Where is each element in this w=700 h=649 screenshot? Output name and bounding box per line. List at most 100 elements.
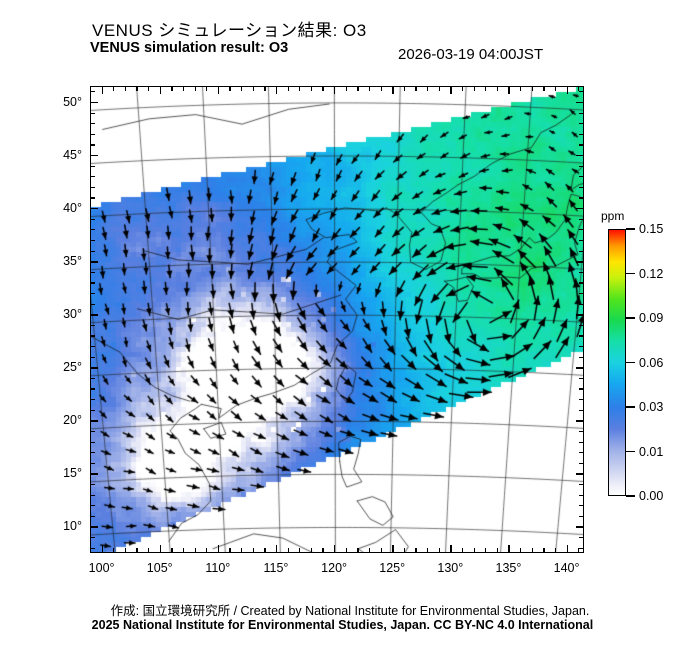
page-title-english: VENUS simulation result: O3: [90, 40, 289, 56]
x-minor-tick: [543, 548, 545, 552]
y-minor-tick: [91, 186, 95, 189]
x-minor-tick-top: [136, 87, 138, 91]
y-minor-tick-right: [579, 91, 583, 93]
license-line: © 2025 National Institute for Environmen…: [88, 618, 700, 632]
x-minor-tick: [345, 548, 347, 552]
y-major-tick: [91, 101, 98, 104]
x-minor-tick-top: [578, 87, 580, 91]
x-minor-tick-top: [148, 87, 150, 91]
x-minor-tick-top: [485, 87, 487, 91]
x-minor-tick: [194, 548, 196, 552]
longitude-label: 115°: [263, 561, 289, 575]
x-major-tick: [217, 545, 220, 552]
x-major-tick-top: [334, 87, 336, 94]
x-minor-tick-top: [461, 87, 464, 91]
y-minor-tick: [91, 239, 95, 242]
y-minor-tick: [91, 123, 95, 125]
x-major-tick: [566, 545, 568, 552]
y-minor-tick: [91, 494, 95, 496]
y-major-tick: [91, 420, 98, 422]
x-minor-tick-top: [90, 87, 92, 91]
y-major-tick: [91, 314, 98, 316]
x-minor-tick: [206, 548, 208, 552]
y-major-tick-right: [576, 420, 583, 422]
x-major-tick-top: [450, 87, 452, 94]
x-minor-tick: [554, 548, 557, 552]
y-minor-tick-right: [579, 335, 583, 337]
x-major-tick: [275, 545, 278, 552]
x-major-tick: [159, 545, 162, 552]
y-minor-tick-right: [579, 462, 583, 464]
y-minor-tick-right: [579, 144, 583, 146]
x-minor-tick: [252, 548, 254, 552]
y-minor-tick-right: [579, 430, 583, 433]
x-minor-tick-top: [182, 87, 185, 91]
y-major-tick: [91, 261, 98, 263]
x-major-tick-top: [159, 87, 162, 94]
x-minor-tick-top: [264, 87, 266, 91]
x-minor-tick: [287, 548, 289, 552]
y-minor-tick: [91, 505, 95, 507]
y-minor-tick: [91, 484, 95, 486]
x-minor-tick: [299, 548, 301, 552]
colorbar-tick: [626, 361, 635, 364]
colorbar-tick-label: 0.15: [639, 222, 664, 236]
y-major-tick-right: [576, 314, 583, 316]
valid-time-label: 2026-03-19 04:00JST: [398, 46, 544, 63]
x-minor-tick-top: [438, 87, 440, 91]
colorbar-tick: [626, 495, 635, 497]
map-plot-area: [90, 86, 584, 553]
y-minor-tick: [91, 335, 95, 337]
longitude-label: 120°: [321, 561, 348, 575]
colorbar-tick-label: 0.00: [639, 489, 664, 503]
x-major-tick: [450, 545, 452, 552]
x-minor-tick: [438, 548, 440, 552]
y-minor-tick: [91, 356, 95, 358]
x-minor-tick: [415, 548, 417, 552]
x-minor-tick: [241, 548, 243, 552]
y-minor-tick: [91, 292, 95, 295]
y-minor-tick: [91, 346, 95, 348]
y-minor-tick: [91, 271, 95, 273]
x-minor-tick-top: [403, 87, 406, 91]
colorbar-tick: [626, 272, 635, 275]
y-minor-tick: [91, 441, 95, 443]
x-minor-tick: [520, 548, 522, 552]
y-minor-tick: [91, 165, 95, 167]
y-major-tick: [91, 208, 98, 210]
y-major-tick-right: [576, 261, 583, 263]
y-minor-tick: [91, 218, 95, 220]
x-minor-tick-top: [427, 87, 429, 91]
latitude-label: 15°: [63, 466, 82, 481]
x-minor-tick: [473, 548, 475, 552]
y-minor-tick-right: [579, 239, 583, 242]
x-minor-tick-top: [520, 87, 522, 91]
x-major-tick-top: [217, 87, 220, 94]
x-major-tick-top: [566, 87, 568, 94]
y-major-tick-right: [576, 473, 583, 475]
x-minor-tick-top: [113, 87, 115, 91]
credit-line: 作成: 国立環境研究所 / Created by National Instit…: [110, 604, 590, 618]
x-minor-tick-top: [229, 87, 231, 91]
x-minor-tick-top: [310, 87, 313, 91]
x-major-tick-top: [392, 87, 394, 94]
x-minor-tick: [113, 548, 115, 552]
x-minor-tick-top: [194, 87, 196, 91]
longitude-label: 135°: [495, 561, 522, 575]
y-minor-tick-right: [579, 356, 583, 358]
y-major-tick: [91, 526, 98, 528]
y-minor-tick-right: [579, 123, 583, 125]
y-major-tick: [91, 367, 98, 369]
x-minor-tick: [380, 548, 382, 552]
x-minor-tick-top: [415, 87, 417, 91]
x-minor-tick-top: [322, 87, 324, 91]
colorbar-tick-label: 0.06: [639, 355, 664, 370]
x-minor-tick-top: [554, 87, 557, 91]
colorbar-tick-label: 0.12: [639, 266, 664, 281]
x-major-tick-top: [275, 87, 278, 94]
longitude-label: 105°: [146, 561, 173, 575]
x-minor-tick: [229, 548, 231, 552]
x-minor-tick-top: [531, 87, 533, 91]
x-minor-tick: [427, 548, 429, 552]
x-major-tick-top: [101, 87, 103, 94]
